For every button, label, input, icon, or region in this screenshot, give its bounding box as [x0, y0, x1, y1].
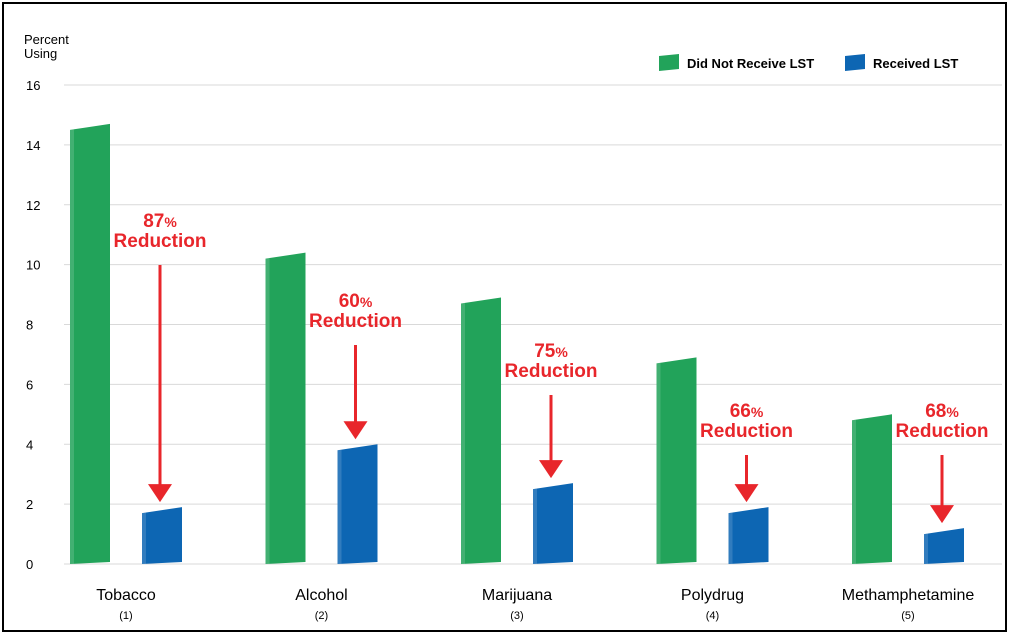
reduction-annotation: 66%Reduction	[700, 401, 793, 503]
legend-received-lst: Received LST	[845, 54, 958, 71]
reduction-percent: 87	[143, 211, 164, 232]
reduction-arrow-head	[734, 484, 759, 503]
y-axis-label-line2: Using	[24, 46, 57, 61]
bar-did-not-receive-lst	[70, 123, 110, 564]
reduction-label: Reduction	[114, 231, 207, 252]
svg-text:87%: 87%	[143, 211, 177, 232]
category-label: Alcohol	[295, 587, 347, 604]
reduction-arrow-head	[539, 460, 563, 479]
reduction-percent-sign: %	[164, 214, 177, 230]
reduction-percent: 60	[339, 291, 360, 312]
x-axis: Tobacco (1) Alcohol (2) Marijuana (3) Polydrug…	[96, 587, 974, 622]
bar-received-lst	[142, 507, 182, 564]
y-tick-label: 12	[26, 198, 40, 213]
bar-received-lst	[533, 483, 573, 564]
y-axis-label-line1: Percent	[24, 32, 69, 47]
bar-did-not-receive-lst	[852, 414, 892, 564]
bars	[70, 123, 964, 565]
reduction-annotation: 87%Reduction	[114, 211, 207, 503]
legend-did-not-receive-lst: Did Not Receive LST	[659, 54, 814, 71]
svg-text:66%: 66%	[730, 401, 764, 422]
reduction-annotation: 60%Reduction	[309, 291, 402, 440]
y-tick-label: 10	[26, 258, 40, 273]
reduction-percent-sign: %	[946, 404, 959, 420]
reduction-percent: 68	[925, 401, 946, 422]
category-label: Marijuana	[482, 587, 552, 604]
reduction-percent-sign: %	[751, 404, 764, 420]
category-number: (5)	[901, 610, 914, 622]
reduction-label: Reduction	[700, 421, 793, 442]
category-number: (2)	[315, 610, 328, 622]
reduction-label: Reduction	[505, 361, 598, 382]
bar-received-lst	[924, 528, 964, 564]
y-axis: Percent Using 0 2 4 6 8 10 12 14 16	[24, 32, 69, 572]
y-tick-label: 6	[26, 377, 33, 392]
category-number: (4)	[706, 610, 719, 622]
y-tick-label: 16	[26, 78, 40, 93]
bar-did-not-receive-lst	[265, 252, 306, 565]
y-tick-label: 0	[26, 557, 33, 572]
gridlines	[64, 84, 1002, 565]
bar-received-lst	[337, 444, 378, 564]
y-tick-label: 2	[26, 497, 33, 512]
bar-did-not-receive-lst	[461, 297, 501, 564]
category-label: Tobacco	[96, 587, 156, 604]
y-tick-label: 14	[26, 138, 40, 153]
reduction-annotations: 87%Reduction60%Reduction75%Reduction66%R…	[114, 211, 989, 524]
reduction-percent-sign: %	[555, 344, 568, 360]
category-label: Polydrug	[681, 587, 744, 604]
svg-text:60%: 60%	[339, 291, 373, 312]
svg-text:68%: 68%	[925, 401, 959, 422]
legend-label: Did Not Receive LST	[687, 56, 814, 71]
reduction-annotation: 75%Reduction	[505, 341, 598, 479]
reduction-arrow-head	[148, 484, 172, 503]
bar-received-lst	[728, 507, 769, 564]
reduction-percent-sign: %	[360, 294, 373, 310]
reduction-arrow-head	[343, 421, 368, 440]
y-tick-label: 8	[26, 318, 33, 333]
legend-swatch	[659, 54, 679, 71]
reduction-percent: 66	[730, 401, 751, 422]
legend: Did Not Receive LST Received LST	[659, 54, 958, 71]
reduction-label: Reduction	[896, 421, 989, 442]
y-tick-label: 4	[26, 437, 33, 452]
bar-did-not-receive-lst	[656, 357, 697, 564]
reduction-arrow-head	[930, 505, 954, 524]
category-label: Methamphetamine	[842, 587, 975, 604]
category-number: (3)	[510, 610, 523, 622]
legend-label: Received LST	[873, 56, 958, 71]
category-number: (1)	[119, 610, 132, 622]
reduction-label: Reduction	[309, 311, 402, 332]
svg-text:75%: 75%	[534, 341, 568, 362]
reduction-percent: 75	[534, 341, 556, 362]
reduction-annotation: 68%Reduction	[896, 401, 989, 524]
legend-swatch	[845, 54, 865, 71]
